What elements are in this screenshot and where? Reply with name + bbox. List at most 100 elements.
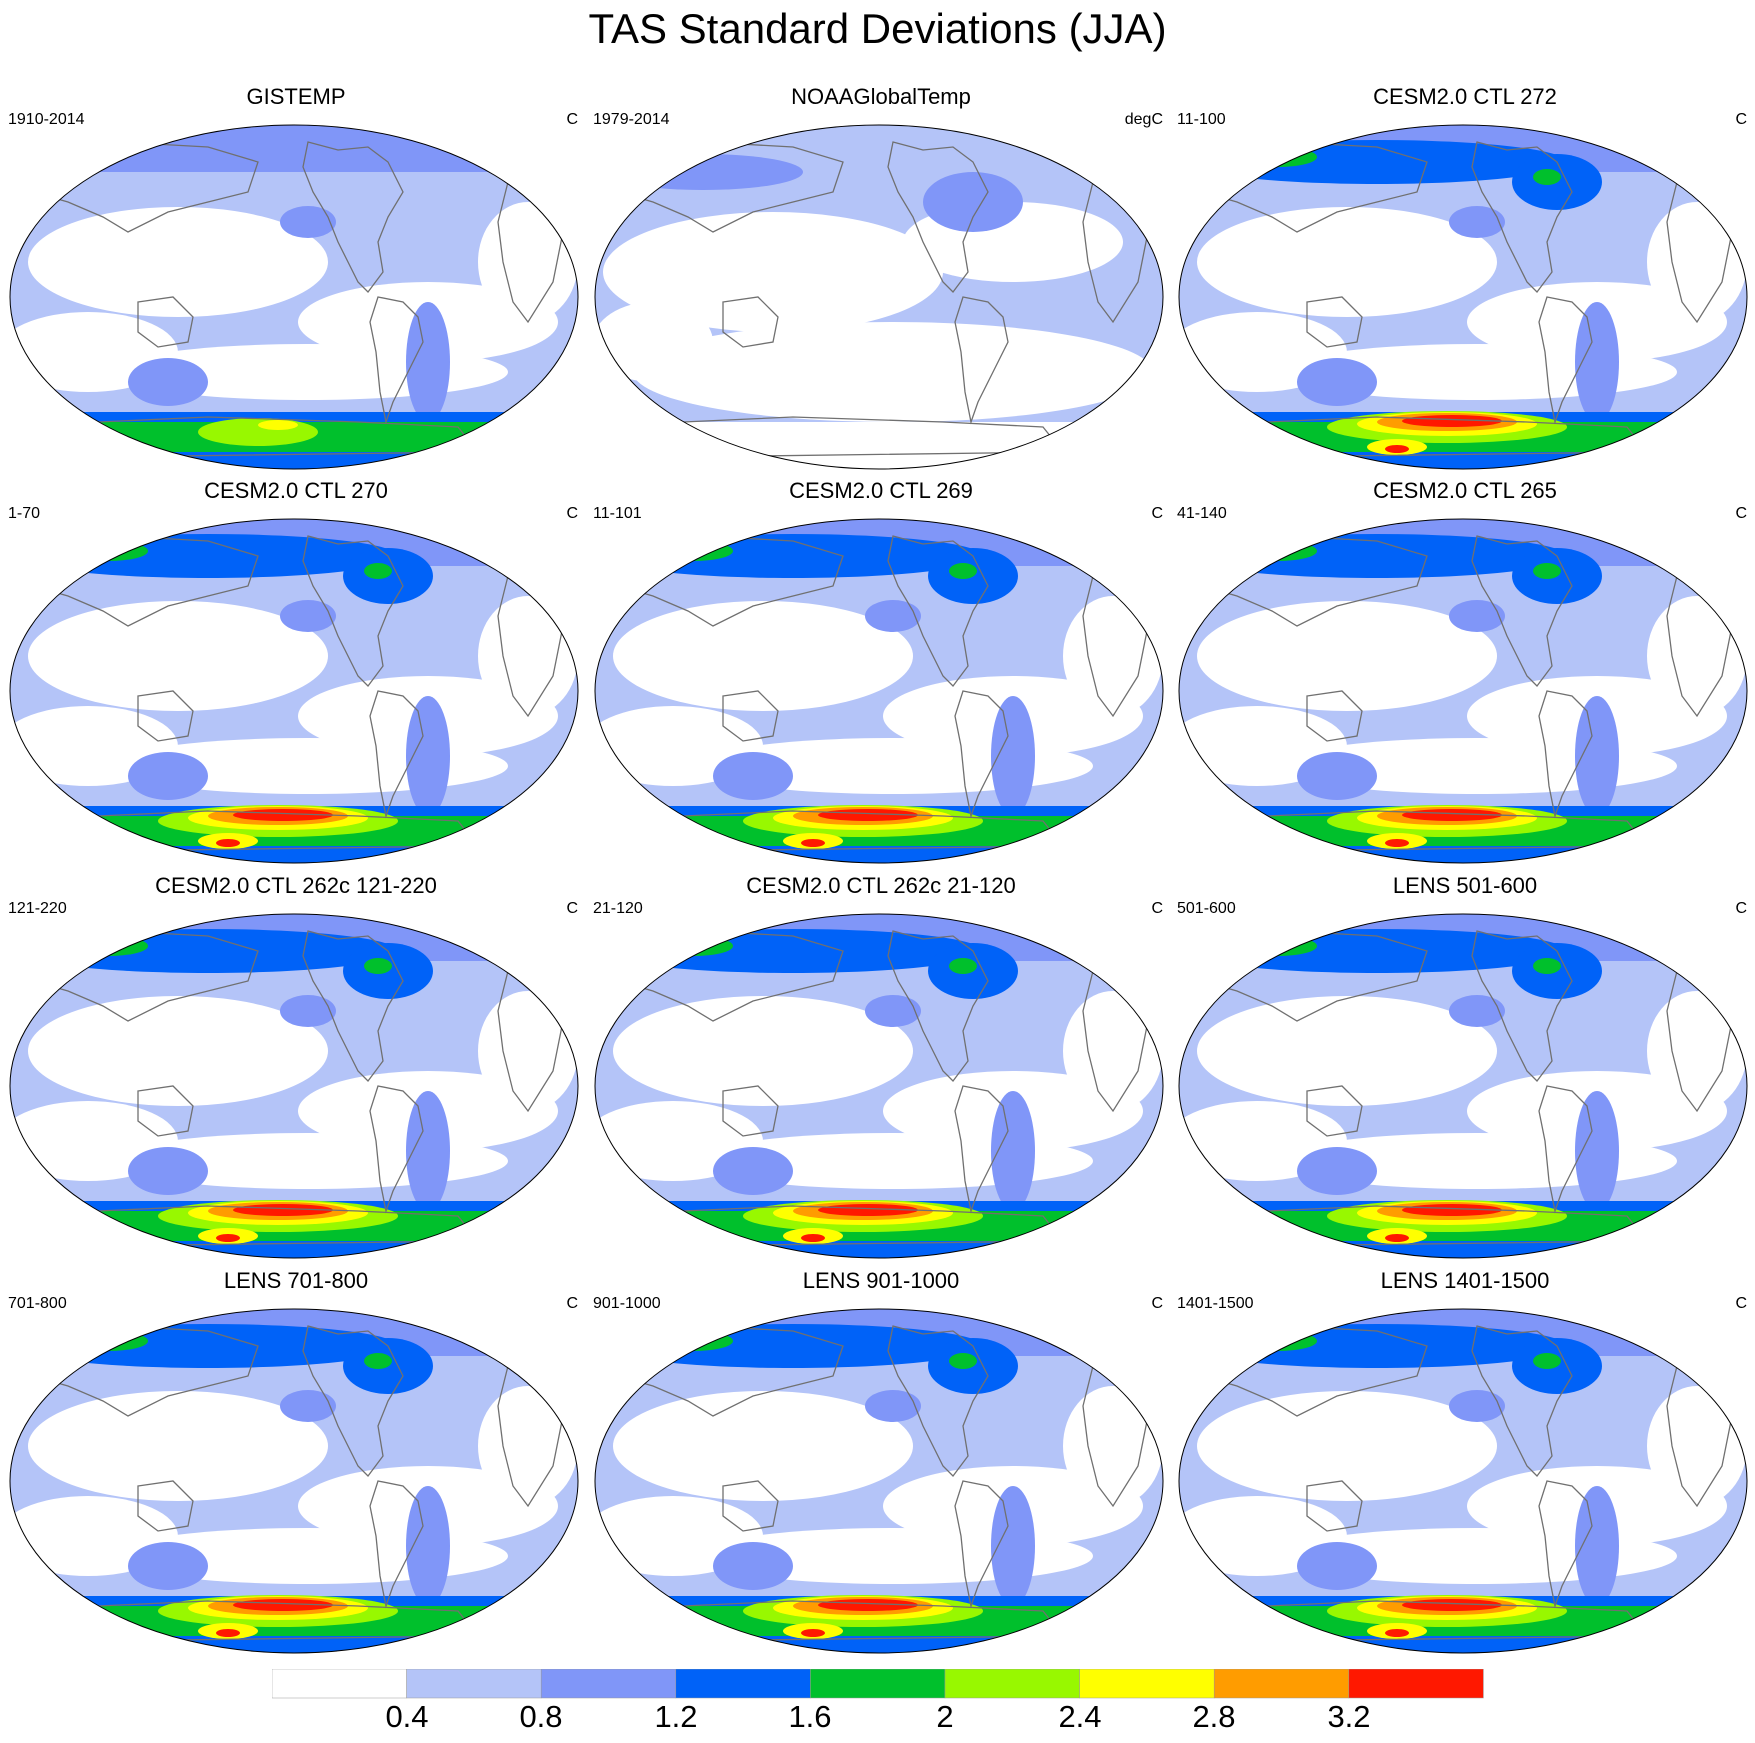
low-variance-region bbox=[603, 212, 943, 332]
map-outline bbox=[9, 1308, 579, 1654]
panel-title: CESM2.0 CTL 262c 121-220 bbox=[155, 873, 437, 898]
variance-1.6-2.0 bbox=[949, 563, 977, 579]
coastline bbox=[954, 1085, 1009, 1214]
variance-1.6-2.0 bbox=[949, 1353, 977, 1369]
coastline bbox=[1471, 1325, 1573, 1477]
coastline bbox=[369, 296, 424, 425]
low-variance-region bbox=[1647, 596, 1747, 716]
coastline bbox=[954, 296, 1009, 425]
colorbar-box bbox=[1213, 1669, 1350, 1699]
colorbar-box bbox=[675, 1669, 811, 1699]
panel-units: C bbox=[1735, 505, 1747, 522]
panel-year-range: 1979-2014 bbox=[593, 111, 670, 128]
coastline bbox=[954, 690, 1009, 819]
coastline bbox=[302, 535, 404, 687]
low-variance-region bbox=[1063, 991, 1163, 1111]
map-panel: CESM2.0 CTL 272 11-100 C bbox=[1177, 84, 1753, 474]
variance-1.6-2.0 bbox=[1533, 1353, 1561, 1369]
variance-above-3.2 bbox=[1402, 1599, 1502, 1611]
low-variance-region bbox=[1647, 991, 1747, 1111]
panel-year-range: 21-120 bbox=[593, 900, 643, 917]
map-panel: CESM2.0 CTL 262c 121-220 121-220 C bbox=[8, 873, 584, 1263]
variance-above-3.2 bbox=[801, 1629, 825, 1637]
coastline bbox=[1538, 1085, 1593, 1214]
variance-0.8-1.2 bbox=[1297, 1542, 1377, 1590]
coastline bbox=[1306, 1480, 1363, 1532]
panel-year-range: 41-140 bbox=[1177, 505, 1227, 522]
low-variance-region bbox=[478, 991, 578, 1111]
variance-0.8-1.2 bbox=[1449, 995, 1505, 1027]
colorbar-tick-label: 2.8 bbox=[1192, 1699, 1236, 1734]
low-variance-region bbox=[478, 1386, 578, 1506]
map-outline bbox=[9, 913, 579, 1259]
coastline bbox=[1306, 1085, 1363, 1137]
variance-0.8-1.2 bbox=[991, 696, 1035, 816]
colorbar-tick-label: 1.2 bbox=[654, 1699, 698, 1734]
panel-year-range: 11-101 bbox=[593, 505, 642, 522]
coastline bbox=[722, 296, 779, 348]
robinson-map bbox=[594, 1308, 1164, 1654]
variance-above-3.2 bbox=[801, 1234, 825, 1242]
coastline bbox=[1306, 690, 1363, 742]
coastline bbox=[722, 690, 779, 742]
variance-0.8-1.2 bbox=[128, 752, 208, 800]
variance-0.8-1.2 bbox=[1575, 1486, 1619, 1606]
coastline bbox=[302, 1325, 404, 1477]
coastline bbox=[369, 1480, 424, 1609]
colorbar-tick-label: 2.4 bbox=[1058, 1699, 1102, 1734]
map-outline bbox=[594, 124, 1164, 470]
panel-units: C bbox=[1735, 900, 1747, 917]
coastline bbox=[887, 930, 989, 1082]
variance-0.8-1.2 bbox=[1297, 358, 1377, 406]
variance-0.8-1.2 bbox=[991, 1091, 1035, 1211]
low-variance-region bbox=[613, 996, 913, 1106]
variance-0.8-1.2 bbox=[280, 995, 336, 1027]
map-outline bbox=[594, 1308, 1164, 1654]
map-panel: CESM2.0 CTL 270 1-70 C bbox=[8, 478, 584, 868]
panel-title: LENS 901-1000 bbox=[802, 1268, 960, 1293]
coastline bbox=[722, 1085, 779, 1137]
variance-1.6-2.0 bbox=[1237, 936, 1317, 956]
colorbar-tick-label: 0.4 bbox=[385, 1699, 429, 1734]
variance-0.8-1.2 bbox=[280, 1390, 336, 1422]
variance-above-3.2 bbox=[801, 839, 825, 847]
variance-0.8-1.2 bbox=[865, 600, 921, 632]
variance-1.6-2.0 bbox=[68, 541, 148, 561]
panel-title: LENS 501-600 bbox=[1392, 873, 1538, 898]
no-data-region bbox=[595, 422, 1163, 469]
variance-above-3.2 bbox=[818, 1204, 918, 1216]
variance-1.6-2.0 bbox=[364, 1353, 392, 1369]
coastline bbox=[27, 1325, 259, 1417]
coastline bbox=[887, 141, 989, 293]
coastline bbox=[302, 930, 404, 1082]
variance-1.6-2.0 bbox=[1237, 147, 1317, 167]
variance-0.8-1.2 bbox=[1449, 600, 1505, 632]
variance-above-3.2 bbox=[1385, 839, 1409, 847]
map-panel: CESM2.0 CTL 269 11-101 C bbox=[593, 478, 1169, 868]
colorbar-tick-label: 2 bbox=[936, 1699, 954, 1734]
low-variance-region bbox=[613, 1391, 913, 1501]
colorbar-box bbox=[406, 1669, 542, 1699]
low-variance-region bbox=[613, 601, 913, 711]
variance-1.6-2.0 bbox=[949, 958, 977, 974]
coastline bbox=[27, 141, 259, 233]
panel-units: degC bbox=[1124, 111, 1163, 128]
variance-0.8-1.2 bbox=[10, 125, 578, 172]
low-variance-region bbox=[1197, 601, 1497, 711]
variance-1.6-2.0 bbox=[68, 936, 148, 956]
map-outline bbox=[1178, 913, 1748, 1259]
variance-above-3.2 bbox=[1402, 809, 1502, 821]
panel-year-range: 121-220 bbox=[8, 900, 67, 917]
low-variance-region bbox=[28, 996, 328, 1106]
variance-1.6-2.0 bbox=[68, 1331, 148, 1351]
panel-units: C bbox=[566, 1295, 578, 1312]
robinson-map bbox=[1178, 124, 1748, 470]
coastline bbox=[887, 535, 989, 687]
variance-0.8-1.2 bbox=[865, 995, 921, 1027]
map-panel: CESM2.0 CTL 265 41-140 C bbox=[1177, 478, 1753, 868]
coastline bbox=[1306, 296, 1363, 348]
panel-year-range: 1401-1500 bbox=[1177, 1295, 1254, 1312]
variance-above-3.2 bbox=[1402, 1204, 1502, 1216]
panel-year-range: 701-800 bbox=[8, 1295, 67, 1312]
panel-year-range: 11-100 bbox=[1177, 111, 1226, 128]
